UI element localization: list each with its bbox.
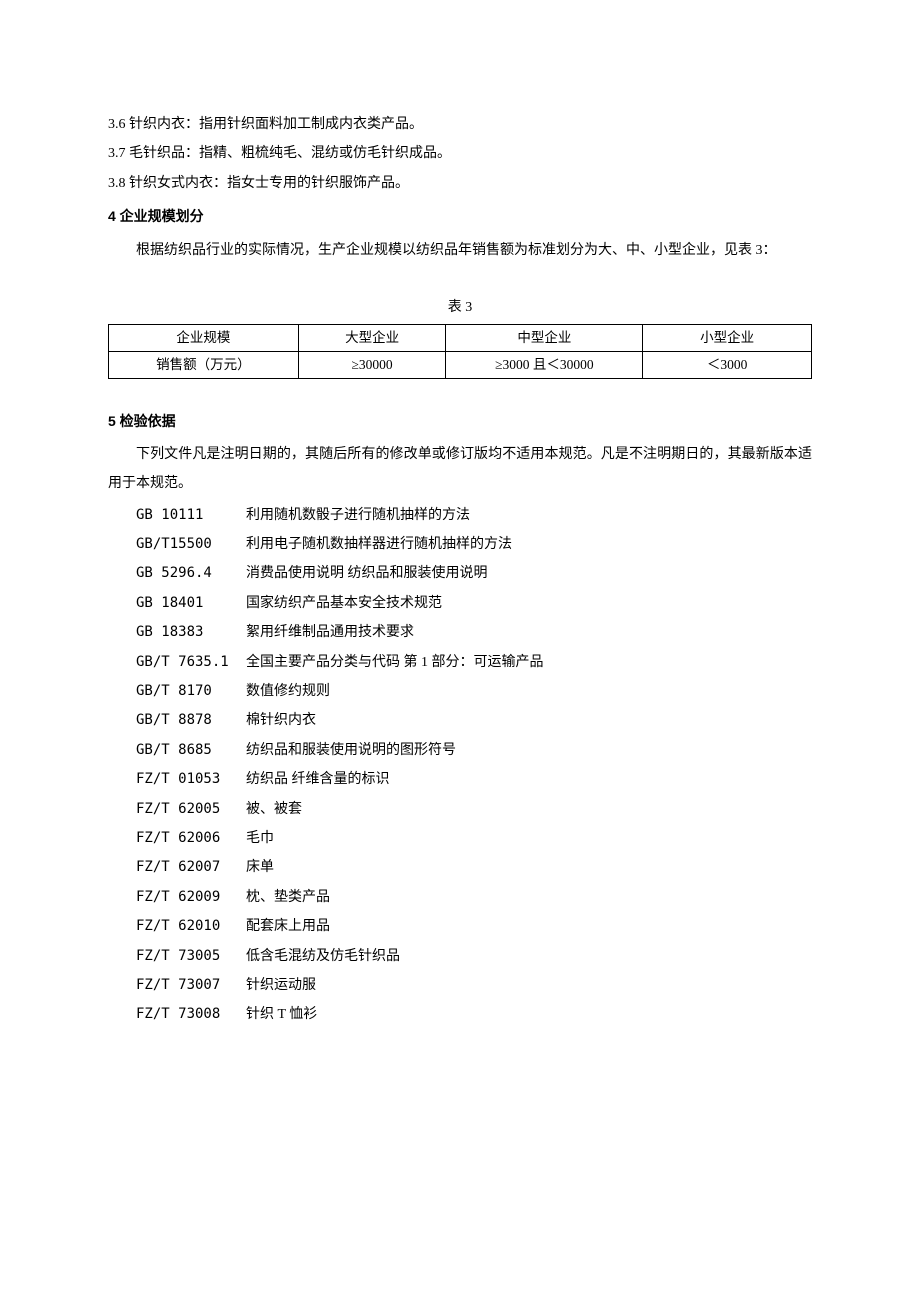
reference-title: 针织运动服 bbox=[246, 971, 812, 1000]
reference-row: FZ/T 62007床单 bbox=[136, 853, 812, 882]
reference-code: GB/T 8878 bbox=[136, 706, 246, 735]
def-text: ：指女士专用的针织服饰产品。 bbox=[213, 176, 409, 191]
reference-code: GB/T 7635.1 bbox=[136, 648, 246, 677]
def-text: ：指用针织面料加工制成内衣类产品。 bbox=[185, 117, 423, 132]
reference-row: GB/T 7635.1全国主要产品分类与代码 第 1 部分：可运输产品 bbox=[136, 648, 812, 677]
reference-code: GB/T15500 bbox=[136, 530, 246, 559]
reference-row: FZ/T 62009枕、垫类产品 bbox=[136, 883, 812, 912]
reference-code: GB 10111 bbox=[136, 501, 246, 530]
reference-title: 被、被套 bbox=[246, 795, 812, 824]
reference-title: 纺织品 纤维含量的标识 bbox=[246, 765, 812, 794]
reference-title: 利用随机数骰子进行随机抽样的方法 bbox=[246, 501, 812, 530]
reference-title: 棉针织内衣 bbox=[246, 706, 812, 735]
reference-row: FZ/T 62005被、被套 bbox=[136, 795, 812, 824]
reference-row: GB 18401国家纺织产品基本安全技术规范 bbox=[136, 589, 812, 618]
reference-code: GB/T 8170 bbox=[136, 677, 246, 706]
reference-title: 消费品使用说明 纺织品和服装使用说明 bbox=[246, 559, 812, 588]
reference-title: 利用电子随机数抽样器进行随机抽样的方法 bbox=[246, 530, 812, 559]
definition-line: 3.8 针织女式内衣：指女士专用的针织服饰产品。 bbox=[108, 169, 812, 198]
reference-title: 低含毛混纺及仿毛针织品 bbox=[246, 942, 812, 971]
table-cell: ＜3000 bbox=[643, 351, 812, 378]
reference-code: GB 18401 bbox=[136, 589, 246, 618]
reference-code: FZ/T 62005 bbox=[136, 795, 246, 824]
reference-title: 絮用纤维制品通用技术要求 bbox=[246, 618, 812, 647]
reference-code: FZ/T 73005 bbox=[136, 942, 246, 971]
def-text: ：指精、粗梳纯毛、混纺或仿毛针织成品。 bbox=[185, 146, 451, 161]
section4-body: 根据纺织品行业的实际情况，生产企业规模以纺织品年销售额为标准划分为大、中、小型企… bbox=[108, 236, 812, 265]
reference-list: GB 10111利用随机数骰子进行随机抽样的方法GB/T15500利用电子随机数… bbox=[108, 501, 812, 1030]
reference-code: GB/T 8685 bbox=[136, 736, 246, 765]
reference-row: GB 10111利用随机数骰子进行随机抽样的方法 bbox=[136, 501, 812, 530]
def-term: 毛针织品 bbox=[129, 146, 185, 161]
def-num: 3.8 bbox=[108, 176, 126, 191]
def-term: 针织女式内衣 bbox=[129, 176, 213, 191]
reference-title: 床单 bbox=[246, 853, 812, 882]
reference-row: FZ/T 73007针织运动服 bbox=[136, 971, 812, 1000]
reference-row: FZ/T 73008针织 T 恤衫 bbox=[136, 1000, 812, 1029]
table-cell: 大型企业 bbox=[298, 325, 446, 352]
reference-code: GB 18383 bbox=[136, 618, 246, 647]
reference-title: 全国主要产品分类与代码 第 1 部分：可运输产品 bbox=[246, 648, 812, 677]
reference-code: FZ/T 73008 bbox=[136, 1000, 246, 1029]
reference-row: GB/T 8685纺织品和服装使用说明的图形符号 bbox=[136, 736, 812, 765]
reference-title: 配套床上用品 bbox=[246, 912, 812, 941]
reference-row: GB 5296.4消费品使用说明 纺织品和服装使用说明 bbox=[136, 559, 812, 588]
section4-heading: 4 企业规模划分 bbox=[108, 202, 812, 231]
reference-row: GB 18383絮用纤维制品通用技术要求 bbox=[136, 618, 812, 647]
reference-code: GB 5296.4 bbox=[136, 559, 246, 588]
table-row: 企业规模 大型企业 中型企业 小型企业 bbox=[109, 325, 812, 352]
table-cell: ≥30000 bbox=[298, 351, 446, 378]
table-row: 销售额（万元） ≥30000 ≥3000 且＜30000 ＜3000 bbox=[109, 351, 812, 378]
table-cell: 小型企业 bbox=[643, 325, 812, 352]
document-page: 3.6 针织内衣：指用针织面料加工制成内衣类产品。 3.7 毛针织品：指精、粗梳… bbox=[108, 110, 812, 1030]
reference-row: FZ/T 62006毛巾 bbox=[136, 824, 812, 853]
reference-row: GB/T 8170数值修约规则 bbox=[136, 677, 812, 706]
table3: 企业规模 大型企业 中型企业 小型企业 销售额（万元） ≥30000 ≥3000… bbox=[108, 324, 812, 378]
reference-code: FZ/T 62009 bbox=[136, 883, 246, 912]
reference-title: 毛巾 bbox=[246, 824, 812, 853]
reference-code: FZ/T 62007 bbox=[136, 853, 246, 882]
reference-code: FZ/T 73007 bbox=[136, 971, 246, 1000]
section5-heading: 5 检验依据 bbox=[108, 407, 812, 436]
reference-title: 纺织品和服装使用说明的图形符号 bbox=[246, 736, 812, 765]
reference-row: FZ/T 01053纺织品 纤维含量的标识 bbox=[136, 765, 812, 794]
section5-body: 下列文件凡是注明日期的，其随后所有的修改单或修订版均不适用本规范。凡是不注明期日… bbox=[108, 440, 812, 499]
reference-row: FZ/T 73005低含毛混纺及仿毛针织品 bbox=[136, 942, 812, 971]
reference-code: FZ/T 62006 bbox=[136, 824, 246, 853]
definition-line: 3.7 毛针织品：指精、粗梳纯毛、混纺或仿毛针织成品。 bbox=[108, 139, 812, 168]
def-term: 针织内衣 bbox=[129, 117, 185, 132]
definition-block: 3.6 针织内衣：指用针织面料加工制成内衣类产品。 3.7 毛针织品：指精、粗梳… bbox=[108, 110, 812, 198]
def-num: 3.6 bbox=[108, 117, 126, 132]
table-cell: 中型企业 bbox=[446, 325, 643, 352]
def-num: 3.7 bbox=[108, 146, 126, 161]
reference-code: FZ/T 62010 bbox=[136, 912, 246, 941]
table-cell: ≥3000 且＜30000 bbox=[446, 351, 643, 378]
reference-row: GB/T15500利用电子随机数抽样器进行随机抽样的方法 bbox=[136, 530, 812, 559]
reference-title: 数值修约规则 bbox=[246, 677, 812, 706]
reference-title: 枕、垫类产品 bbox=[246, 883, 812, 912]
reference-code: FZ/T 01053 bbox=[136, 765, 246, 794]
definition-line: 3.6 针织内衣：指用针织面料加工制成内衣类产品。 bbox=[108, 110, 812, 139]
reference-title: 针织 T 恤衫 bbox=[246, 1000, 812, 1029]
reference-row: FZ/T 62010配套床上用品 bbox=[136, 912, 812, 941]
table-cell: 销售额（万元） bbox=[109, 351, 299, 378]
table3-caption: 表 3 bbox=[108, 293, 812, 322]
reference-row: GB/T 8878棉针织内衣 bbox=[136, 706, 812, 735]
reference-title: 国家纺织产品基本安全技术规范 bbox=[246, 589, 812, 618]
table-cell: 企业规模 bbox=[109, 325, 299, 352]
